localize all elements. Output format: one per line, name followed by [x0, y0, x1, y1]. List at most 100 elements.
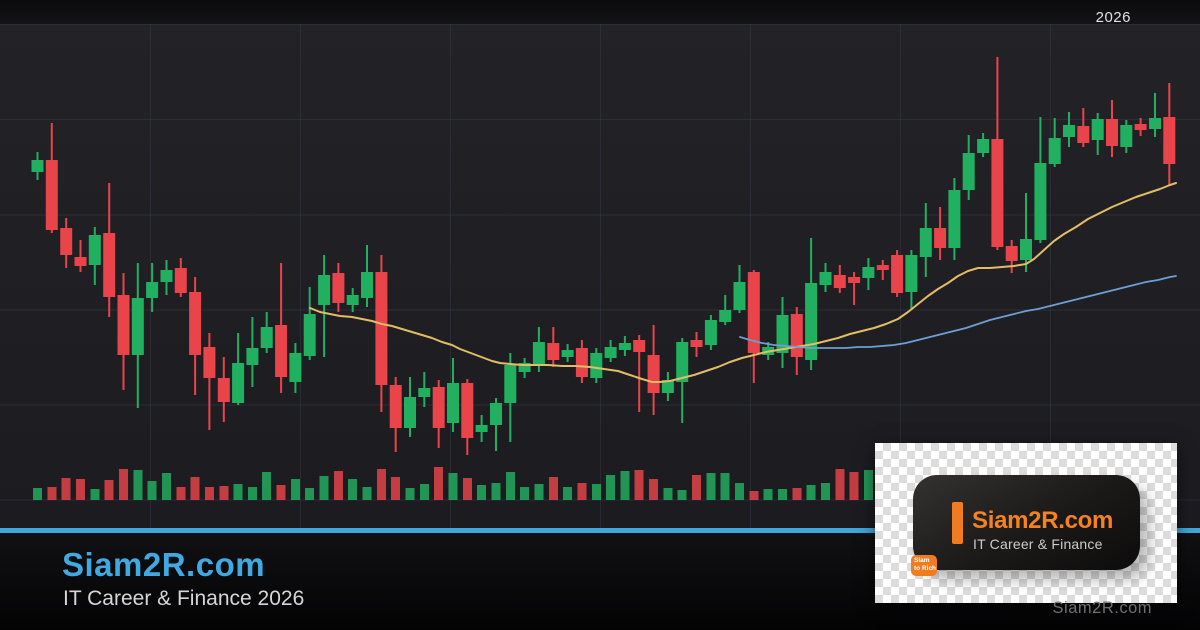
candle-body	[1149, 118, 1161, 129]
volume-bar	[577, 483, 587, 500]
candle-body	[160, 270, 173, 282]
candle-body	[1120, 125, 1133, 147]
candle-body	[31, 160, 44, 172]
volume-bar	[462, 478, 472, 500]
candle-body	[1077, 126, 1090, 143]
volume-bar	[548, 477, 558, 500]
candle-body	[490, 403, 502, 425]
volume-bar	[692, 475, 701, 500]
volume-bar	[47, 487, 57, 500]
volume-bar	[706, 473, 716, 500]
candle-body	[661, 380, 674, 393]
candle-body	[217, 378, 230, 402]
volume-bar	[119, 469, 128, 500]
volume-bar	[606, 475, 616, 500]
volume-bar	[505, 472, 515, 500]
candle-body	[332, 273, 345, 303]
candle-body	[733, 282, 746, 310]
candle-body	[1020, 239, 1032, 260]
volume-bar	[749, 491, 759, 500]
candle-body	[60, 228, 73, 255]
volume-bar	[792, 488, 802, 500]
candle-body	[618, 343, 631, 350]
volume-bar	[778, 489, 787, 500]
volume-bar	[233, 484, 243, 500]
candle-body	[1106, 119, 1118, 146]
candle-body	[146, 282, 159, 298]
logo-accent-bar	[952, 502, 963, 544]
candle-body	[260, 327, 273, 348]
candle-body	[805, 283, 818, 360]
candle-body	[232, 363, 245, 403]
candle-body	[790, 314, 803, 357]
candle-body	[74, 257, 87, 266]
candle-body	[747, 272, 760, 353]
volume-bar	[133, 470, 143, 500]
volume-bar	[333, 471, 343, 500]
candle-body	[246, 348, 259, 365]
volume-bar	[806, 485, 816, 500]
volume-bar	[735, 483, 744, 500]
candle-body	[432, 387, 445, 428]
candle-body	[103, 233, 116, 297]
volume-bar	[276, 485, 286, 500]
volume-bar	[319, 476, 329, 500]
volume-bar	[821, 483, 830, 500]
candle-body	[1005, 246, 1018, 261]
candle-body	[991, 139, 1004, 247]
volume-bar	[376, 469, 386, 500]
candle-body	[389, 385, 402, 428]
candle-body	[590, 353, 603, 378]
separator-line	[0, 528, 1200, 533]
badge-line2: to Rich	[914, 565, 937, 573]
candle-body	[518, 363, 531, 372]
candle-body	[418, 388, 431, 397]
ma-slow-line	[739, 275, 1177, 349]
volume-bar	[290, 479, 300, 500]
top-bar: 2026	[0, 0, 1200, 26]
candle-body	[45, 160, 58, 230]
candle-body	[776, 315, 789, 353]
volume-bar	[491, 483, 501, 500]
volume-bar	[649, 479, 659, 500]
volume-bar	[634, 470, 644, 500]
candle-body	[1091, 119, 1104, 140]
candle-body	[1063, 125, 1075, 137]
candle-body	[604, 347, 617, 358]
watermark: Siam2R.com	[1052, 599, 1152, 617]
candle-body	[203, 347, 216, 378]
volume-bar	[348, 479, 358, 500]
volume-bar	[362, 487, 372, 500]
candle-body	[848, 277, 861, 283]
candle-body	[346, 295, 359, 305]
volume-bar	[219, 486, 229, 500]
candle-body	[977, 139, 990, 153]
candle-body	[117, 295, 130, 355]
candle-body	[375, 272, 388, 385]
volume-bar	[162, 473, 171, 500]
candle-body	[704, 320, 717, 345]
logo-title: Siam2R.com	[972, 507, 1114, 534]
volume-bar	[620, 471, 630, 500]
volume-bar	[391, 477, 401, 500]
candle-body	[318, 275, 331, 305]
volume-bar	[405, 488, 415, 500]
candle-body	[891, 255, 904, 293]
volume-bar	[448, 473, 458, 500]
siam-to-rich-badge: Siam to Rich	[911, 555, 937, 576]
volume-bar	[104, 480, 114, 500]
volume-bar	[90, 489, 100, 500]
candle-body	[404, 397, 416, 428]
candle-body	[862, 267, 875, 278]
volume-bar	[204, 487, 214, 500]
logo-subtitle: IT Career & Finance	[973, 536, 1103, 552]
volume-bar	[305, 488, 315, 500]
candle-body	[633, 340, 646, 352]
badge-line1: Siam	[914, 557, 930, 564]
volume-bar	[520, 487, 530, 500]
volume-bar	[247, 487, 257, 500]
volume-bar	[849, 472, 859, 500]
candle-body	[833, 275, 846, 288]
